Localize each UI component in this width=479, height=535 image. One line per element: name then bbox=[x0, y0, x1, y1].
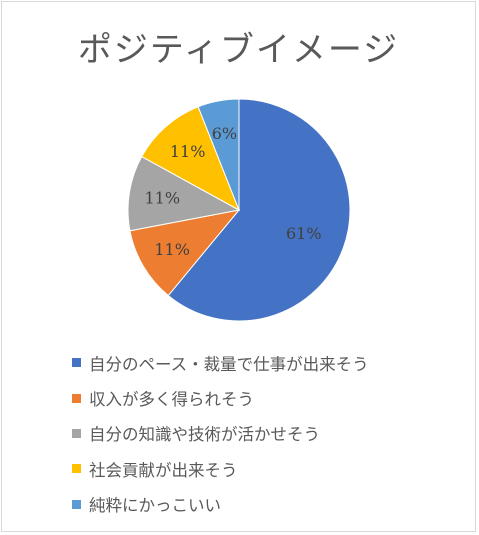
pie-slice-5 bbox=[197, 98, 240, 211]
legend-swatch bbox=[72, 393, 81, 403]
legend-item-2: 収入が多く得られそう bbox=[72, 380, 369, 415]
pie-slice-2 bbox=[129, 209, 241, 297]
legend-item-3: 自分の知識や技術が活かせそう bbox=[72, 416, 369, 451]
legend-label: 自分の知識や技術が活かせそう bbox=[89, 425, 320, 445]
slice-label-2: 11% bbox=[154, 240, 190, 259]
legend-label: 純粋にかっこいい bbox=[89, 496, 221, 516]
pie-slice-1 bbox=[167, 98, 351, 322]
legend-item-1: 自分のペース・裁量で仕事が出来そう bbox=[72, 345, 369, 380]
legend-label: 自分のペース・裁量で仕事が出来そう bbox=[89, 354, 369, 374]
chart-title: ポジティブイメージ bbox=[77, 30, 400, 70]
legend-label: 収入が多く得られそう bbox=[89, 390, 254, 410]
slice-label-3: 11% bbox=[144, 188, 180, 207]
slice-label-5: 6% bbox=[212, 124, 237, 143]
pie-slice-3 bbox=[127, 155, 241, 232]
pie-slice-4 bbox=[141, 106, 240, 212]
slice-label-1: 61% bbox=[286, 224, 322, 243]
legend-swatch bbox=[72, 499, 81, 509]
legend-item-5: 純粋にかっこいい bbox=[72, 487, 369, 522]
legend-item-4: 社会貢献が出来そう bbox=[72, 451, 369, 486]
legend-label: 社会貢献が出来そう bbox=[89, 460, 238, 480]
legend-swatch bbox=[72, 428, 81, 438]
slice-label-4: 11% bbox=[170, 142, 206, 161]
legend-swatch bbox=[72, 358, 81, 368]
chart-legend: 自分のペース・裁量で仕事が出来そう 収入が多く得られそう自分の知識や技術が活かせそ… bbox=[72, 345, 369, 522]
legend-swatch bbox=[72, 464, 81, 474]
